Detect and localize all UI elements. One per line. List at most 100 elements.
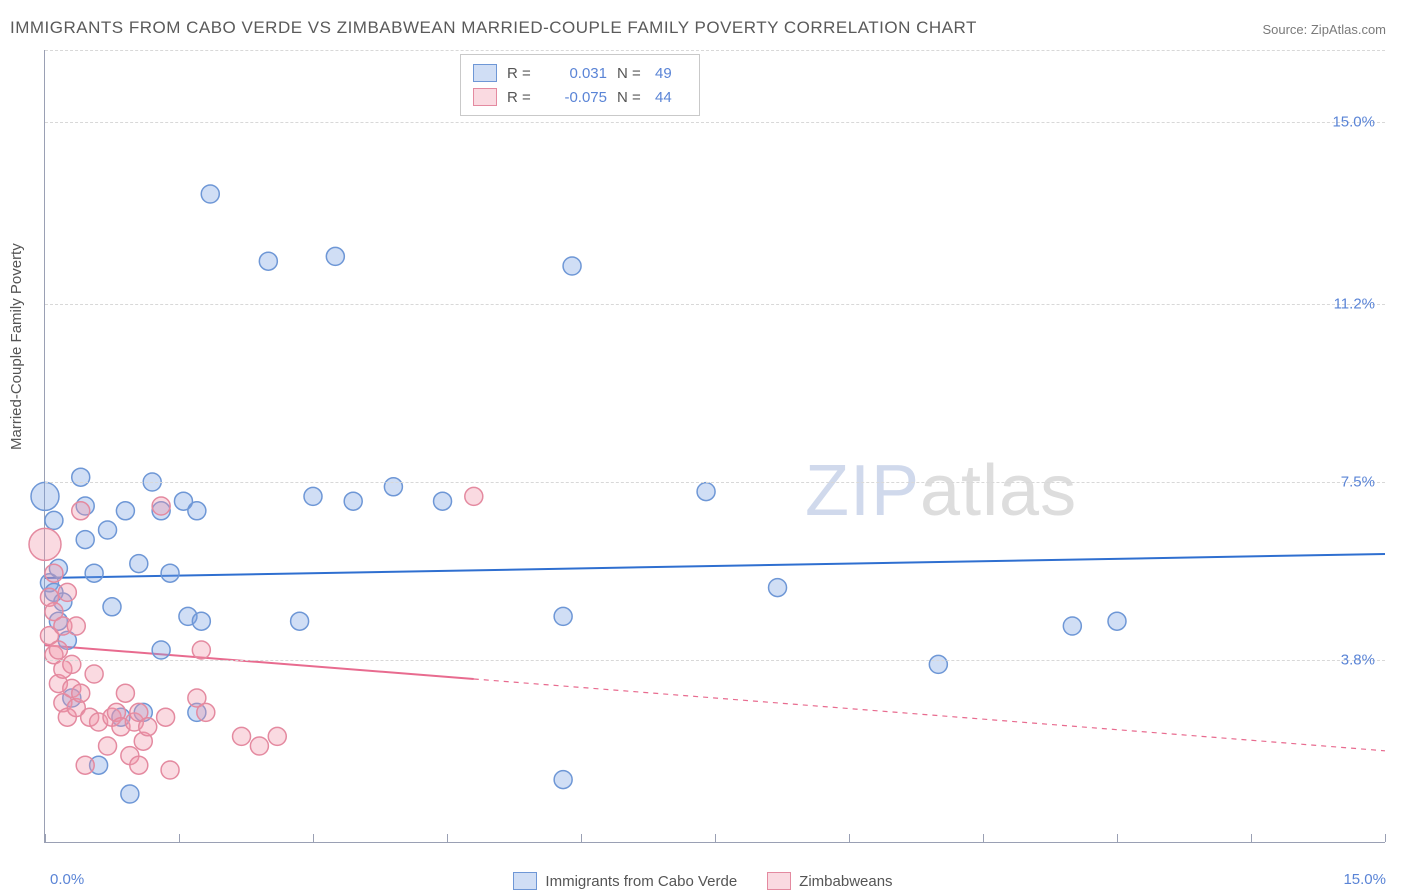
source-label: Source: ZipAtlas.com (1262, 22, 1386, 37)
scatter-point (63, 655, 81, 673)
y-tick-label: 11.2% (1334, 296, 1375, 313)
scatter-point (304, 487, 322, 505)
scatter-point (233, 727, 251, 745)
legend-n-value: 44 (655, 89, 683, 106)
scatter-point (192, 641, 210, 659)
scatter-point (58, 583, 76, 601)
scatter-point (85, 665, 103, 683)
legend-bottom-item-0: Immigrants from Cabo Verde (513, 872, 737, 890)
scatter-point (45, 564, 63, 582)
y-tick-label: 3.8% (1341, 651, 1375, 668)
scatter-point (697, 483, 715, 501)
scatter-point (76, 531, 94, 549)
scatter-point (67, 617, 85, 635)
scatter-point (72, 502, 90, 520)
scatter-point (49, 641, 67, 659)
x-tick (581, 834, 582, 842)
scatter-point (259, 252, 277, 270)
scatter-point (384, 478, 402, 496)
scatter-point (139, 718, 157, 736)
x-tick (983, 834, 984, 842)
legend-r-value: 0.031 (551, 65, 607, 82)
x-tick (45, 834, 46, 842)
chart-title: IMMIGRANTS FROM CABO VERDE VS ZIMBABWEAN… (10, 18, 977, 38)
scatter-point (192, 612, 210, 630)
legend-bottom-label: Zimbabweans (799, 873, 892, 890)
legend-n-label: N = (617, 65, 645, 82)
x-tick (849, 834, 850, 842)
scatter-point (31, 482, 59, 510)
scatter-point (99, 521, 117, 539)
scatter-point (1108, 612, 1126, 630)
gridline (45, 304, 1385, 305)
legend-bottom: Immigrants from Cabo Verde Zimbabweans (0, 872, 1406, 890)
plot-area: ZIPatlas 3.8%7.5%11.2%15.0% (44, 50, 1385, 843)
x-tick (179, 834, 180, 842)
scatter-point (769, 579, 787, 597)
scatter-point (344, 492, 362, 510)
legend-swatch-pink (473, 88, 497, 106)
scatter-point (45, 511, 63, 529)
scatter-point (99, 737, 117, 755)
gridline (45, 50, 1385, 51)
legend-r-label: R = (507, 65, 541, 82)
y-axis-label: Married-Couple Family Poverty (8, 243, 25, 450)
x-tick (1251, 834, 1252, 842)
legend-top-row-1: R = -0.075 N = 44 (473, 85, 683, 109)
scatter-point (1063, 617, 1081, 635)
chart-svg (45, 50, 1385, 842)
scatter-point (197, 703, 215, 721)
scatter-point (152, 497, 170, 515)
scatter-point (29, 528, 61, 560)
regression-line-extrapolated (474, 679, 1385, 751)
scatter-point (188, 502, 206, 520)
x-tick (447, 834, 448, 842)
scatter-point (157, 708, 175, 726)
scatter-point (72, 684, 90, 702)
legend-bottom-item-1: Zimbabweans (767, 872, 892, 890)
scatter-point (161, 564, 179, 582)
gridline (45, 660, 1385, 661)
scatter-point (85, 564, 103, 582)
legend-top: R = 0.031 N = 49 R = -0.075 N = 44 (460, 54, 700, 116)
scatter-point (434, 492, 452, 510)
scatter-point (563, 257, 581, 275)
legend-top-row-0: R = 0.031 N = 49 (473, 61, 683, 85)
regression-line (45, 554, 1385, 578)
scatter-point (72, 468, 90, 486)
scatter-point (152, 641, 170, 659)
scatter-point (161, 761, 179, 779)
chart-container: IMMIGRANTS FROM CABO VERDE VS ZIMBABWEAN… (0, 0, 1406, 892)
legend-r-label: R = (507, 89, 541, 106)
regression-line (45, 645, 474, 679)
legend-n-value: 49 (655, 65, 683, 82)
scatter-point (103, 598, 121, 616)
x-tick (1385, 834, 1386, 842)
scatter-point (116, 684, 134, 702)
scatter-point (465, 487, 483, 505)
legend-r-value: -0.075 (551, 89, 607, 106)
legend-n-label: N = (617, 89, 645, 106)
scatter-point (130, 555, 148, 573)
legend-swatch-blue (473, 64, 497, 82)
scatter-point (326, 247, 344, 265)
scatter-point (121, 785, 139, 803)
x-tick (313, 834, 314, 842)
scatter-point (929, 655, 947, 673)
x-tick (1117, 834, 1118, 842)
scatter-point (554, 771, 572, 789)
scatter-point (76, 756, 94, 774)
gridline (45, 482, 1385, 483)
legend-swatch-pink (767, 872, 791, 890)
scatter-point (250, 737, 268, 755)
scatter-point (201, 185, 219, 203)
scatter-point (268, 727, 286, 745)
legend-bottom-label: Immigrants from Cabo Verde (545, 873, 737, 890)
y-tick-label: 7.5% (1341, 474, 1375, 491)
x-tick (715, 834, 716, 842)
scatter-point (116, 502, 134, 520)
scatter-point (130, 756, 148, 774)
gridline (45, 122, 1385, 123)
legend-swatch-blue (513, 872, 537, 890)
scatter-point (291, 612, 309, 630)
